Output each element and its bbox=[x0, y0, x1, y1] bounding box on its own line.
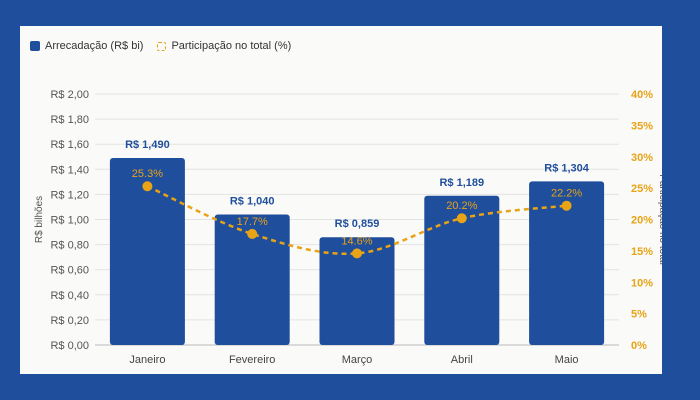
line-point bbox=[352, 248, 362, 259]
line-value-label: 22.2% bbox=[551, 188, 582, 200]
bar bbox=[109, 158, 185, 345]
y2-tick-label: 40% bbox=[631, 89, 653, 101]
combo-chart: R$ 0,00 R$ 0,20 R$ 0,40 R$ 0,60 R$ 0,80 R$ 1,… bbox=[34, 89, 662, 366]
bar-value-label: R$ 1,189 bbox=[439, 177, 484, 189]
x-tick-label: Fevereiro bbox=[229, 354, 275, 366]
y2-tick-label: 5% bbox=[631, 309, 647, 321]
y-tick-label: R$ 1,60 bbox=[50, 139, 89, 151]
bar bbox=[424, 195, 500, 345]
bar-value-label: R$ 1,304 bbox=[544, 162, 590, 174]
x-tick-label: Abril bbox=[451, 354, 473, 366]
line-value-label: 20.2% bbox=[446, 200, 477, 212]
y2-tick-label: 10% bbox=[631, 277, 653, 289]
y-tick-label: R$ 1,20 bbox=[50, 189, 89, 201]
legend-label-bars: Arrecadação (R$ bi) bbox=[45, 40, 144, 52]
x-tick-label: Maio bbox=[555, 354, 579, 366]
bar-value-label: R$ 0,859 bbox=[335, 218, 380, 230]
bar-value-label: R$ 1,490 bbox=[125, 139, 170, 151]
line-point bbox=[142, 181, 153, 192]
line-point bbox=[561, 200, 572, 211]
y-tick-label: R$ 1,00 bbox=[50, 215, 89, 227]
x-tick-label: Março bbox=[342, 354, 373, 366]
y2-tick-label: 35% bbox=[631, 120, 653, 132]
y-tick-label: R$ 0,40 bbox=[50, 290, 89, 302]
bar bbox=[529, 181, 605, 345]
line-value-label: 25.3% bbox=[132, 168, 163, 180]
line-value-label: 17.7% bbox=[237, 216, 268, 228]
y2-tick-label: 25% bbox=[631, 183, 653, 195]
bar-value-label: R$ 1,040 bbox=[230, 195, 275, 207]
legend-swatch-line bbox=[157, 41, 167, 51]
y2-tick-label: 0% bbox=[631, 340, 647, 352]
line-value-label: 14.6% bbox=[341, 235, 372, 247]
y-tick-label: R$ 1,80 bbox=[50, 114, 89, 126]
legend-label-line: Participação no total (%) bbox=[171, 40, 292, 52]
y2-axis-title: Participação no total bbox=[657, 174, 662, 265]
y2-tick-label: 15% bbox=[631, 246, 653, 258]
y2-tick-label: 30% bbox=[631, 152, 653, 164]
y2-tick-label: 20% bbox=[631, 215, 653, 227]
legend: Arrecadação (R$ bi) Participação no tota… bbox=[30, 40, 305, 52]
y-tick-label: R$ 0,60 bbox=[50, 265, 89, 277]
line-point bbox=[247, 228, 258, 239]
line-point bbox=[456, 213, 467, 224]
legend-item-line[interactable]: Participação no total (%) bbox=[157, 40, 291, 52]
y-tick-label: R$ 1,40 bbox=[50, 164, 89, 176]
legend-swatch-bar bbox=[30, 41, 40, 51]
y-tick-label: R$ 0,20 bbox=[50, 315, 89, 327]
y-axis-title: R$ bilhões bbox=[34, 196, 45, 243]
bar bbox=[214, 214, 290, 345]
y-tick-label: R$ 0,80 bbox=[50, 240, 89, 252]
chart-panel: Arrecadação (R$ bi) Participação no tota… bbox=[20, 26, 662, 374]
y-tick-label: R$ 0,00 bbox=[50, 340, 89, 352]
legend-item-bars[interactable]: Arrecadação (R$ bi) bbox=[30, 40, 143, 52]
y-tick-label: R$ 2,00 bbox=[50, 89, 89, 101]
x-tick-label: Janeiro bbox=[129, 354, 165, 366]
bar bbox=[319, 237, 395, 345]
